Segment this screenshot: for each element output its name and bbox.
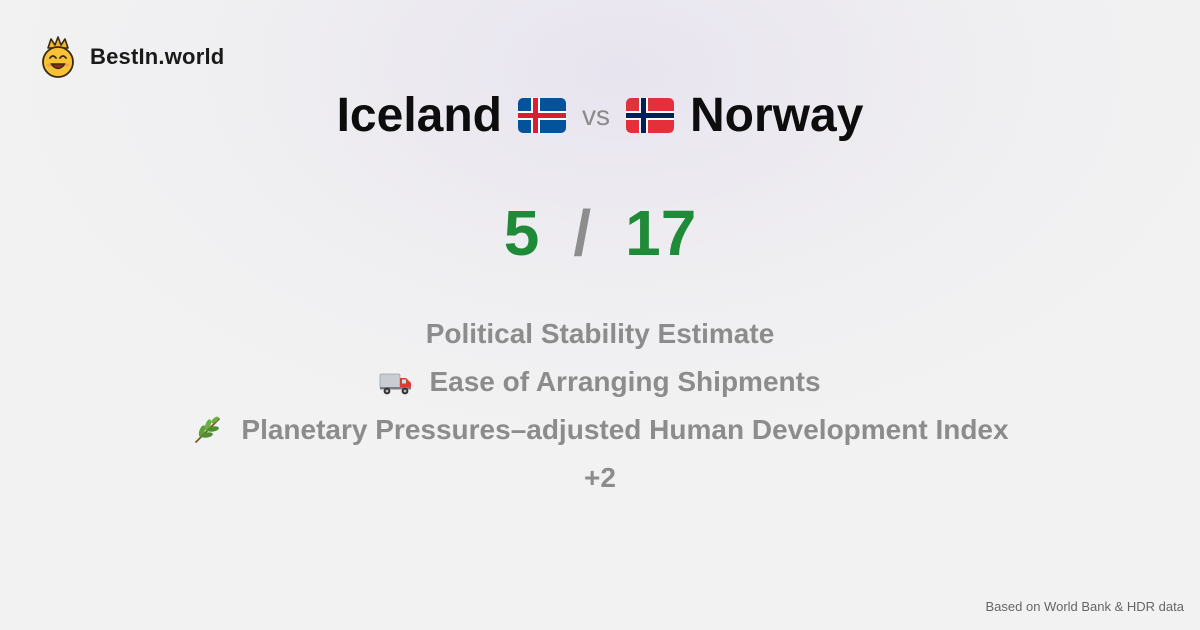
vs-label: vs [582,99,610,131]
norway-flag-icon [626,98,674,133]
crowned-smiley-icon [42,36,74,78]
left-country-name: Iceland [336,89,502,142]
score-separator: / [573,197,592,269]
delivery-truck-icon [380,373,412,395]
more-label: +2 [584,462,616,493]
metric-list: Political Stability Estimate Ease of Arr… [0,310,1200,502]
right-score: 17 [625,197,697,269]
data-source-note: Based on World Bank & HDR data [985,599,1184,614]
metric-label: Planetary Pressures–adjusted Human Devel… [241,414,1009,445]
metric-label: Political Stability Estimate [425,318,775,349]
brand-name: BestIn.world [90,44,225,69]
more-metrics-count: +2 [0,454,1200,502]
iceland-flag-icon [518,98,566,133]
metric-item: Ease of Arranging Shipments [0,358,1200,406]
right-country-name: Norway [690,89,864,142]
metric-label: Ease of Arranging Shipments [429,366,821,397]
brand[interactable]: BestIn.world [40,36,224,78]
herb-sprig-icon [195,416,221,443]
comparison-headline: Iceland vs Norway [0,88,1200,143]
left-score: 5 [503,197,540,269]
score-display: 5 / 17 [0,196,1200,270]
metric-item: Planetary Pressures–adjusted Human Devel… [0,406,1200,454]
metric-item: Political Stability Estimate [0,310,1200,358]
